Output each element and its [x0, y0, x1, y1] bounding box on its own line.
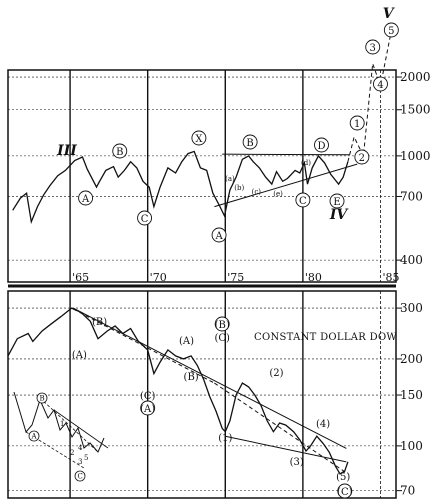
axis-ticks: '65 '70 '75 '80 '85 2000 1500 1000 700 400 300 200 1…	[72, 70, 430, 498]
y-tick-label: 70	[400, 484, 415, 498]
x-tick-label: '65	[72, 271, 89, 284]
wave-label: (a)	[225, 175, 235, 183]
wave-label: (4)	[316, 419, 330, 430]
inset-label-2: 2	[70, 449, 74, 457]
inset-line-3	[53, 409, 109, 449]
wave-label-circle	[112, 143, 128, 159]
constant-dollar-series-line	[7, 307, 349, 475]
wave-label: X	[195, 134, 203, 145]
inset-circle-c	[74, 470, 86, 482]
y-tick-label: 2000	[400, 70, 431, 84]
wave-label: (B)	[215, 320, 230, 331]
inset-label-b: B	[40, 395, 45, 403]
wave-label: III	[56, 143, 77, 159]
wave-label-circle	[140, 400, 156, 416]
wave-label: (2)	[269, 368, 283, 379]
y-tick-label: 150	[400, 388, 423, 402]
wave-label: (A)	[140, 404, 155, 415]
wave-label: B	[116, 147, 123, 158]
wave-label: (C)	[214, 333, 230, 344]
wave-label: 1	[354, 119, 360, 130]
inset-label-1: 1	[60, 420, 64, 428]
y-tick-label: 700	[400, 189, 423, 203]
wave-label: 4	[377, 80, 383, 91]
wave-label: C	[299, 196, 307, 207]
x-tick-label: '80	[305, 271, 322, 284]
y-tick-label: 100	[400, 439, 423, 453]
wave-label: (A)	[72, 350, 87, 361]
wave-label: IV	[329, 207, 350, 223]
wave-label-circle	[373, 76, 388, 92]
inset-diagram: B A C 1 2 3 4 5	[13, 391, 109, 482]
wave-label: (1)	[218, 433, 232, 444]
wave-label: (C)	[140, 391, 156, 402]
inset-circle-b	[36, 392, 48, 404]
wave-label-circle	[211, 227, 227, 243]
wave-label: 2	[359, 153, 365, 164]
y-tick-label: 200	[400, 352, 423, 366]
wave-label: (c)	[252, 188, 262, 196]
wave-label-circle	[354, 149, 370, 165]
wave-label: A	[81, 194, 90, 205]
wave-label-circle	[329, 193, 345, 209]
x-tick-label: '70	[150, 271, 167, 284]
inset-label-c: C	[78, 473, 83, 481]
wave-label: 5	[388, 26, 394, 37]
triangle-lower-line	[214, 163, 358, 208]
wave-label: A	[214, 231, 223, 242]
wave-label-circle	[78, 190, 94, 206]
wave-label-circle	[191, 130, 207, 146]
inset-circle-a	[28, 430, 40, 442]
wave-label-circle	[349, 115, 365, 131]
wave-label-circle	[314, 137, 329, 153]
wave-label-circle	[295, 192, 311, 208]
series-layer	[7, 30, 392, 475]
wave-label: (A)	[179, 336, 194, 347]
wave-label: (B)	[92, 317, 107, 328]
dow-series-line	[12, 150, 349, 225]
wave-label: E	[333, 197, 340, 208]
wave-label: 3	[370, 43, 376, 54]
y-tick-label: 1000	[400, 149, 431, 163]
y-tick-label: 300	[400, 301, 423, 315]
wave-label-circle	[383, 22, 399, 38]
wave-label: B	[246, 138, 253, 149]
bottom-lower-channel	[225, 435, 347, 463]
projection-line	[347, 30, 392, 162]
bottom-upper-channel	[72, 307, 347, 449]
x-tick-label: '85	[382, 271, 399, 284]
bottom-dashed-channel-2	[214, 382, 349, 475]
bottom-panel-frame	[7, 290, 397, 499]
wave-label-circle	[337, 483, 353, 499]
x-tick-label: '75	[227, 271, 244, 284]
panel-title: CONSTANT DOLLAR DOW	[254, 332, 397, 343]
wave-label-circle	[214, 316, 230, 332]
wave-label: C	[141, 214, 149, 225]
wave-label: D	[317, 141, 325, 152]
wave-label: (e)	[273, 190, 283, 198]
y-tick-label: 400	[400, 253, 423, 267]
wave-label: (d)	[301, 159, 311, 167]
inset-label-a: A	[31, 433, 38, 441]
top-panel-frame	[7, 69, 397, 283]
wave-label: (C)	[337, 487, 353, 498]
wave-label-circle	[242, 134, 258, 150]
inset-label-4: 4	[78, 444, 83, 452]
wave-label-circle	[137, 210, 153, 226]
wave-label-circle	[365, 39, 381, 55]
y-tick-label: 1500	[400, 103, 431, 117]
wave-label: (5)	[336, 472, 350, 483]
wave-label: (3)	[290, 457, 304, 468]
channel-lines	[72, 153, 358, 475]
wave-label: (b)	[234, 184, 244, 192]
triangle-upper-line	[222, 153, 350, 156]
inset-path	[13, 391, 105, 453]
inset-label-3: 3	[78, 458, 82, 466]
inset-dash-1	[39, 397, 99, 453]
wave-label: V	[383, 6, 396, 22]
wave-label: (B)	[184, 372, 199, 383]
inset-label-5: 5	[84, 454, 88, 462]
